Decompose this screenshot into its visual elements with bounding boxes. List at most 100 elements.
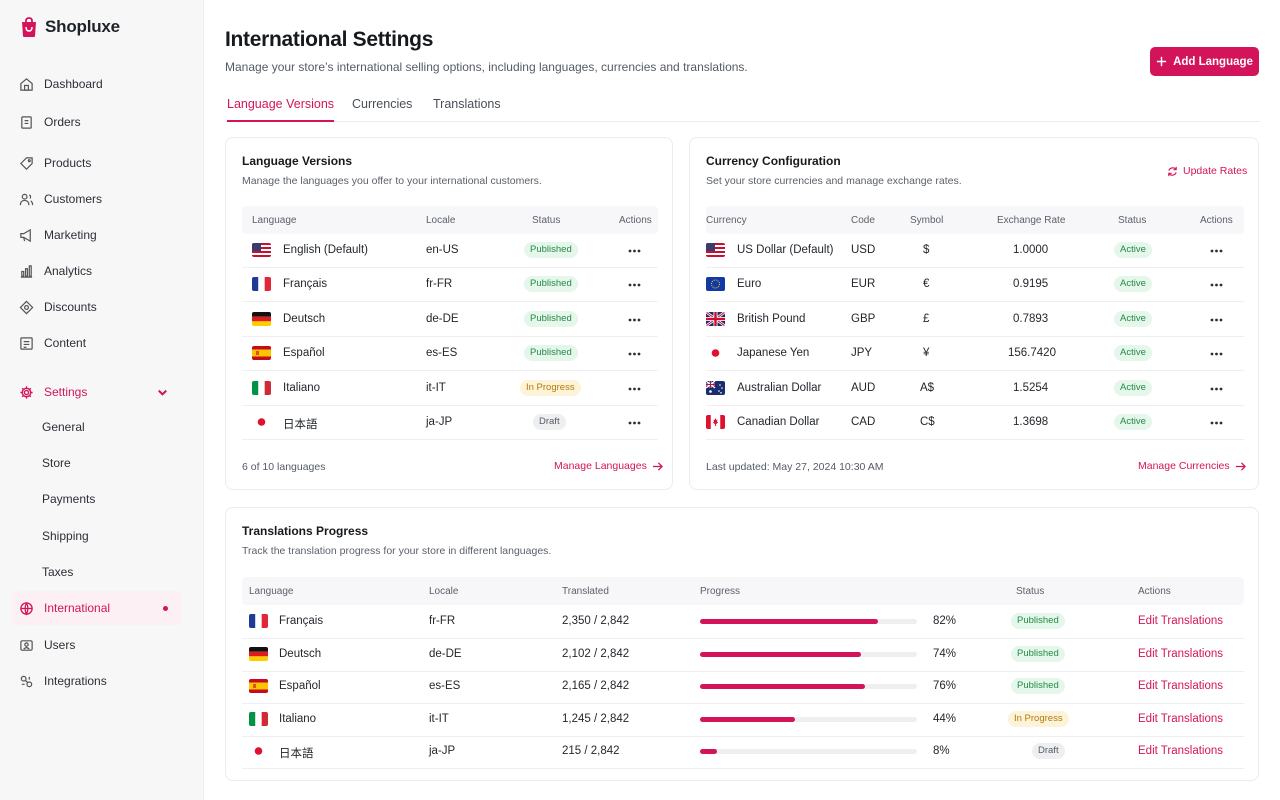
row-actions-button[interactable]: [626, 312, 642, 328]
language-name: Español: [283, 347, 325, 360]
edit-translations-link[interactable]: Edit Translations: [1138, 615, 1224, 627]
globe-icon: [20, 601, 33, 616]
sidebar-subitem-shipping[interactable]: Shipping: [42, 529, 89, 543]
table-row: Japanese Yen JPY ¥ 156.7420 Active: [706, 337, 1244, 372]
currency-code: AUD: [851, 381, 876, 394]
exchange-rate: 1.3698: [1013, 416, 1049, 428]
integrations-icon: [20, 675, 33, 687]
sidebar-subitem-store[interactable]: Store: [42, 456, 71, 470]
row-actions-button[interactable]: [1208, 243, 1224, 259]
more-horizontal-icon: [1210, 352, 1222, 356]
sidebar-subitem-general[interactable]: General: [42, 420, 85, 434]
row-actions-button[interactable]: [626, 243, 642, 259]
column-header-language: Language: [252, 215, 297, 226]
row-actions-button[interactable]: [1208, 346, 1224, 362]
sidebar-item-customers[interactable]: Customers: [12, 182, 182, 216]
row-actions-button[interactable]: [626, 277, 642, 293]
translated-count: 2,165 / 2,842: [562, 680, 630, 693]
row-actions-button[interactable]: [626, 415, 642, 431]
sidebar-item-label: Dashboard: [44, 77, 103, 91]
currency-name: Canadian Dollar: [737, 416, 820, 428]
sidebar-item-international[interactable]: International: [12, 591, 182, 625]
sidebar-item-discounts[interactable]: Discounts: [12, 290, 182, 324]
sidebar-item-label: Marketing: [44, 228, 97, 242]
edit-translations-link[interactable]: Edit Translations: [1138, 647, 1224, 660]
more-horizontal-icon: [1210, 283, 1222, 287]
exchange-rate: 1.0000: [1013, 244, 1049, 256]
plus-icon: [1156, 56, 1167, 67]
column-header-locale: Locale: [426, 215, 456, 226]
edit-translations-link[interactable]: Edit Translations: [1138, 680, 1224, 693]
column-header-language: Language: [249, 586, 294, 597]
more-horizontal-icon: [628, 352, 640, 356]
sidebar-item-integrations[interactable]: Integrations: [12, 664, 182, 698]
status-badge: Published: [1011, 613, 1065, 629]
page-subtitle: Manage your store’s international sellin…: [225, 60, 748, 74]
manage-languages-link[interactable]: Manage Languages: [554, 460, 663, 472]
locale-code: es-ES: [426, 347, 458, 360]
last-updated-text: Last updated: May 27, 2024 10:30 AM: [706, 461, 884, 473]
column-header-symbol: Symbol: [910, 215, 944, 226]
table-header: Language Locale Status Actions: [242, 206, 658, 234]
progress-bar-fill: [700, 684, 865, 690]
content-icon: [20, 336, 33, 350]
table-row: Deutsch de-DE 2,102 / 2,842 74% Publishe…: [242, 638, 1244, 672]
currency-code: GBP: [851, 312, 876, 325]
sidebar-subitem-taxes[interactable]: Taxes: [42, 565, 74, 579]
flag-japan-icon: [252, 415, 271, 429]
table-row: US Dollar (Default) USD $ 1.0000 Active: [706, 234, 1244, 268]
card-subtitle: Manage the languages you offer to your i…: [242, 175, 542, 187]
edit-translations-link[interactable]: Edit Translations: [1138, 712, 1224, 725]
currency-name: US Dollar (Default): [737, 244, 834, 256]
row-actions-button[interactable]: [1208, 381, 1224, 397]
locale-code: de-DE: [429, 647, 462, 660]
sidebar-item-content[interactable]: Content: [12, 326, 182, 360]
language-name: Italiano: [283, 381, 321, 394]
locale-code: fr-FR: [429, 615, 456, 627]
flag-japan-icon: [249, 744, 268, 759]
table-row: Deutsch de-DE Published: [242, 303, 658, 337]
row-actions-button[interactable]: [626, 381, 642, 397]
sidebar-item-users[interactable]: Users: [12, 628, 182, 662]
edit-translations-link[interactable]: Edit Translations: [1138, 745, 1224, 758]
row-actions-button[interactable]: [1208, 312, 1224, 328]
column-header-exchange-rate: Exchange Rate: [997, 215, 1066, 226]
language-versions-card: Language Versions Manage the languages y…: [225, 137, 673, 490]
status-badge: Active: [1114, 414, 1152, 430]
update-rates-link[interactable]: Update Rates: [1167, 165, 1247, 177]
flag-spain-icon: [252, 346, 271, 361]
tab-translations[interactable]: Translations: [433, 97, 501, 111]
row-actions-button[interactable]: [1208, 415, 1224, 431]
row-actions-button[interactable]: [626, 346, 642, 362]
language-name: Français: [279, 615, 324, 627]
sidebar-item-dashboard[interactable]: Dashboard: [12, 67, 182, 101]
sidebar-item-products[interactable]: Products: [12, 146, 182, 180]
add-language-label: Add Language: [1173, 55, 1253, 68]
sidebar-item-analytics[interactable]: Analytics: [12, 254, 182, 288]
status-badge: Published: [524, 345, 578, 362]
sidebar-item-orders[interactable]: Orders: [12, 105, 182, 139]
flag-germany-icon: [249, 646, 268, 661]
exchange-rate: 1.5254: [1013, 381, 1049, 394]
sidebar-item-label: Settings: [44, 385, 88, 399]
sidebar-subitem-payments[interactable]: Payments: [42, 492, 96, 506]
sidebar-item-marketing[interactable]: Marketing: [12, 218, 182, 252]
add-language-button[interactable]: Add Language: [1150, 47, 1259, 76]
currency-name: Japanese Yen: [737, 347, 810, 360]
sidebar-item-label: Customers: [44, 192, 103, 206]
sidebar-item-label: Discounts: [44, 300, 97, 314]
sidebar-item-settings[interactable]: Settings: [12, 375, 182, 409]
tab-language-versions[interactable]: Language Versions: [227, 97, 335, 122]
table-row: British Pound GBP £ 0.7893 Active: [706, 303, 1244, 337]
brand[interactable]: Shopluxe: [19, 16, 120, 38]
currency-symbol: £: [923, 312, 930, 325]
flag-us-icon: [706, 243, 725, 257]
flag-germany-icon: [252, 311, 271, 326]
tab-currencies[interactable]: Currencies: [352, 97, 413, 111]
row-actions-button[interactable]: [1208, 277, 1224, 293]
status-badge: Draft: [533, 414, 566, 430]
status-badge: In Progress: [1008, 710, 1069, 727]
table-row: Français fr-FR Published: [242, 268, 658, 303]
manage-currencies-link[interactable]: Manage Currencies: [1138, 460, 1246, 472]
locale-code: ja-JP: [429, 745, 456, 758]
